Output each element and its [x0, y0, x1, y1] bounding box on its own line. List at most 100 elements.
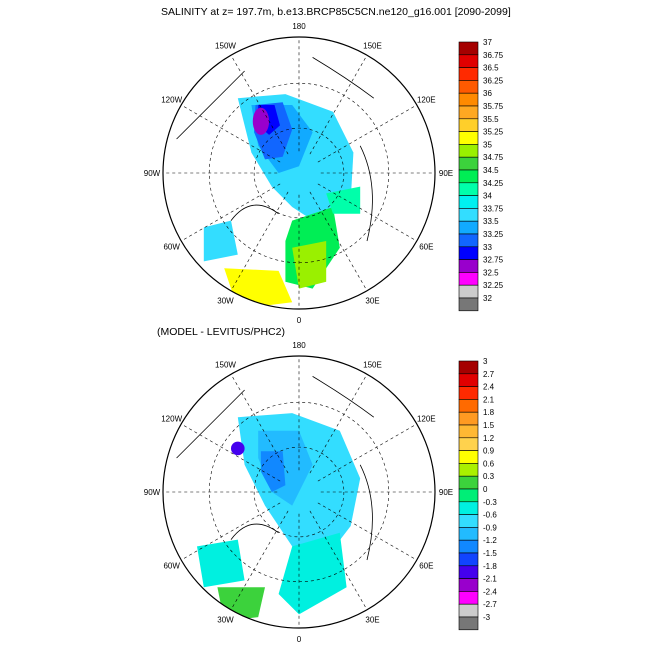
- colorbar-swatch: [458, 565, 479, 579]
- longitude-label: 150E: [363, 361, 382, 370]
- colorbar-tick-label: -2.7: [483, 600, 497, 609]
- longitude-label: 180: [292, 341, 306, 350]
- colorbar-swatch: [458, 424, 479, 439]
- colorbar-tick-label: 33.25: [483, 230, 504, 239]
- colorbar-tick-label: 0.9: [483, 447, 495, 456]
- colorbar-swatch: [458, 578, 479, 592]
- colorbar-tick-label: 1.2: [483, 434, 495, 443]
- coastline: [359, 464, 373, 561]
- colorbar-tick-label: -0.3: [483, 498, 497, 507]
- shading-region: [260, 451, 286, 492]
- colorbar-swatch: [458, 463, 479, 477]
- colorbar-swatch: [458, 616, 479, 631]
- latitude-circle: [208, 82, 390, 264]
- longitude-label: 90E: [439, 169, 453, 178]
- colorbar-swatch: [458, 527, 479, 541]
- meridian-line: [181, 183, 281, 242]
- colorbar-tick-label: 35.5: [483, 115, 499, 124]
- meridian-line: [309, 55, 368, 155]
- colorbar-tick-label: -0.9: [483, 523, 497, 532]
- meridian-line: [317, 104, 417, 163]
- colorbar-swatch: [458, 399, 479, 413]
- meridian-line: [309, 374, 368, 474]
- coastline: [176, 70, 245, 140]
- colorbar-tick-label: 0.3: [483, 472, 495, 481]
- colorbar-tick-label: 32.5: [483, 268, 499, 277]
- longitude-label: 60W: [163, 562, 180, 571]
- colorbar-swatch: [458, 360, 479, 375]
- meridian-line: [317, 423, 417, 482]
- meridian-line: [230, 191, 289, 291]
- shading-region: [278, 532, 347, 615]
- colorbar-tick-label: 3: [483, 357, 488, 366]
- colorbar-tick-label: 34.75: [483, 153, 504, 162]
- meridian-line: [230, 55, 289, 155]
- colorbar-swatch: [458, 437, 479, 451]
- colorbar-tick-label: 32: [483, 294, 492, 303]
- shading-region: [203, 220, 238, 262]
- colorbar-tick-label: 35.25: [483, 128, 504, 137]
- coastline: [312, 57, 375, 99]
- longitude-label: 150E: [363, 42, 382, 51]
- colorbar-tick-label: 33.5: [483, 217, 499, 226]
- colorbar-swatch: [458, 373, 479, 387]
- longitude-label: 0: [297, 635, 302, 644]
- latitude-circle: [208, 401, 390, 583]
- meridian-line: [181, 423, 281, 482]
- meridian-line: [309, 191, 368, 291]
- longitude-label: 180: [292, 22, 306, 31]
- coastline: [359, 145, 373, 242]
- longitude-label: 30W: [217, 296, 234, 305]
- colorbar-tick-label: 36.25: [483, 76, 504, 85]
- colorbar-swatch: [458, 501, 479, 515]
- shading-region: [231, 441, 245, 456]
- colorbar-tick-label: -0.6: [483, 511, 497, 520]
- colorbar-tick-label: 2.7: [483, 370, 495, 379]
- longitude-label: 150W: [215, 42, 236, 51]
- shading-region: [197, 539, 245, 588]
- meridian-line: [181, 104, 281, 163]
- latitude-circle: [253, 127, 345, 219]
- colorbar-swatch: [458, 450, 479, 464]
- longitude-label: 30E: [365, 296, 379, 305]
- coastline: [312, 376, 375, 418]
- shading-region: [292, 241, 327, 289]
- meridian-line: [317, 183, 417, 242]
- longitude-label: 120E: [417, 96, 436, 105]
- longitude-label: 120E: [417, 415, 436, 424]
- longitude-label: 30E: [365, 615, 379, 624]
- colorbar-swatch: [458, 603, 479, 618]
- longitude-label: 60W: [163, 243, 180, 252]
- longitude-label: 60E: [419, 562, 433, 571]
- coastline: [176, 389, 245, 459]
- map-fields: [163, 356, 435, 628]
- colorbar-tick-label: 1.8: [483, 408, 495, 417]
- longitude-label: 0: [297, 316, 302, 325]
- colorbar-tick-label: 33: [483, 243, 492, 252]
- colorbar-swatch: [458, 552, 479, 567]
- colorbar-swatch: [458, 591, 479, 605]
- longitude-label: 30W: [217, 615, 234, 624]
- colorbar-tick-label: -2.4: [483, 587, 497, 596]
- colorbar-tick-label: 2.1: [483, 395, 495, 404]
- panel2-title: (MODEL - LEVITUS/PHC2): [157, 326, 285, 338]
- colorbar-tick-label: 36.5: [483, 64, 499, 73]
- map-boundary: [162, 355, 436, 629]
- colorbar-tick-label: 32.75: [483, 256, 504, 265]
- panel1-title: SALINITY at z= 197.7m, b.e13.BRCP85C5CN.…: [161, 6, 511, 18]
- meridian-line: [309, 510, 368, 610]
- colorbar-tick-label: 0.6: [483, 459, 495, 468]
- coastline: [230, 204, 279, 221]
- meridian-line: [181, 502, 281, 561]
- colorbar-tick-label: 37: [483, 38, 492, 47]
- colorbar-tick-label: 33.75: [483, 204, 504, 213]
- colorbar-tick-label: -2.1: [483, 575, 497, 584]
- longitude-label: 90W: [144, 169, 161, 178]
- colorbar-tick-label: 2.4: [483, 383, 495, 392]
- colorbar-swatch: [458, 411, 479, 426]
- meridian-line: [230, 510, 289, 610]
